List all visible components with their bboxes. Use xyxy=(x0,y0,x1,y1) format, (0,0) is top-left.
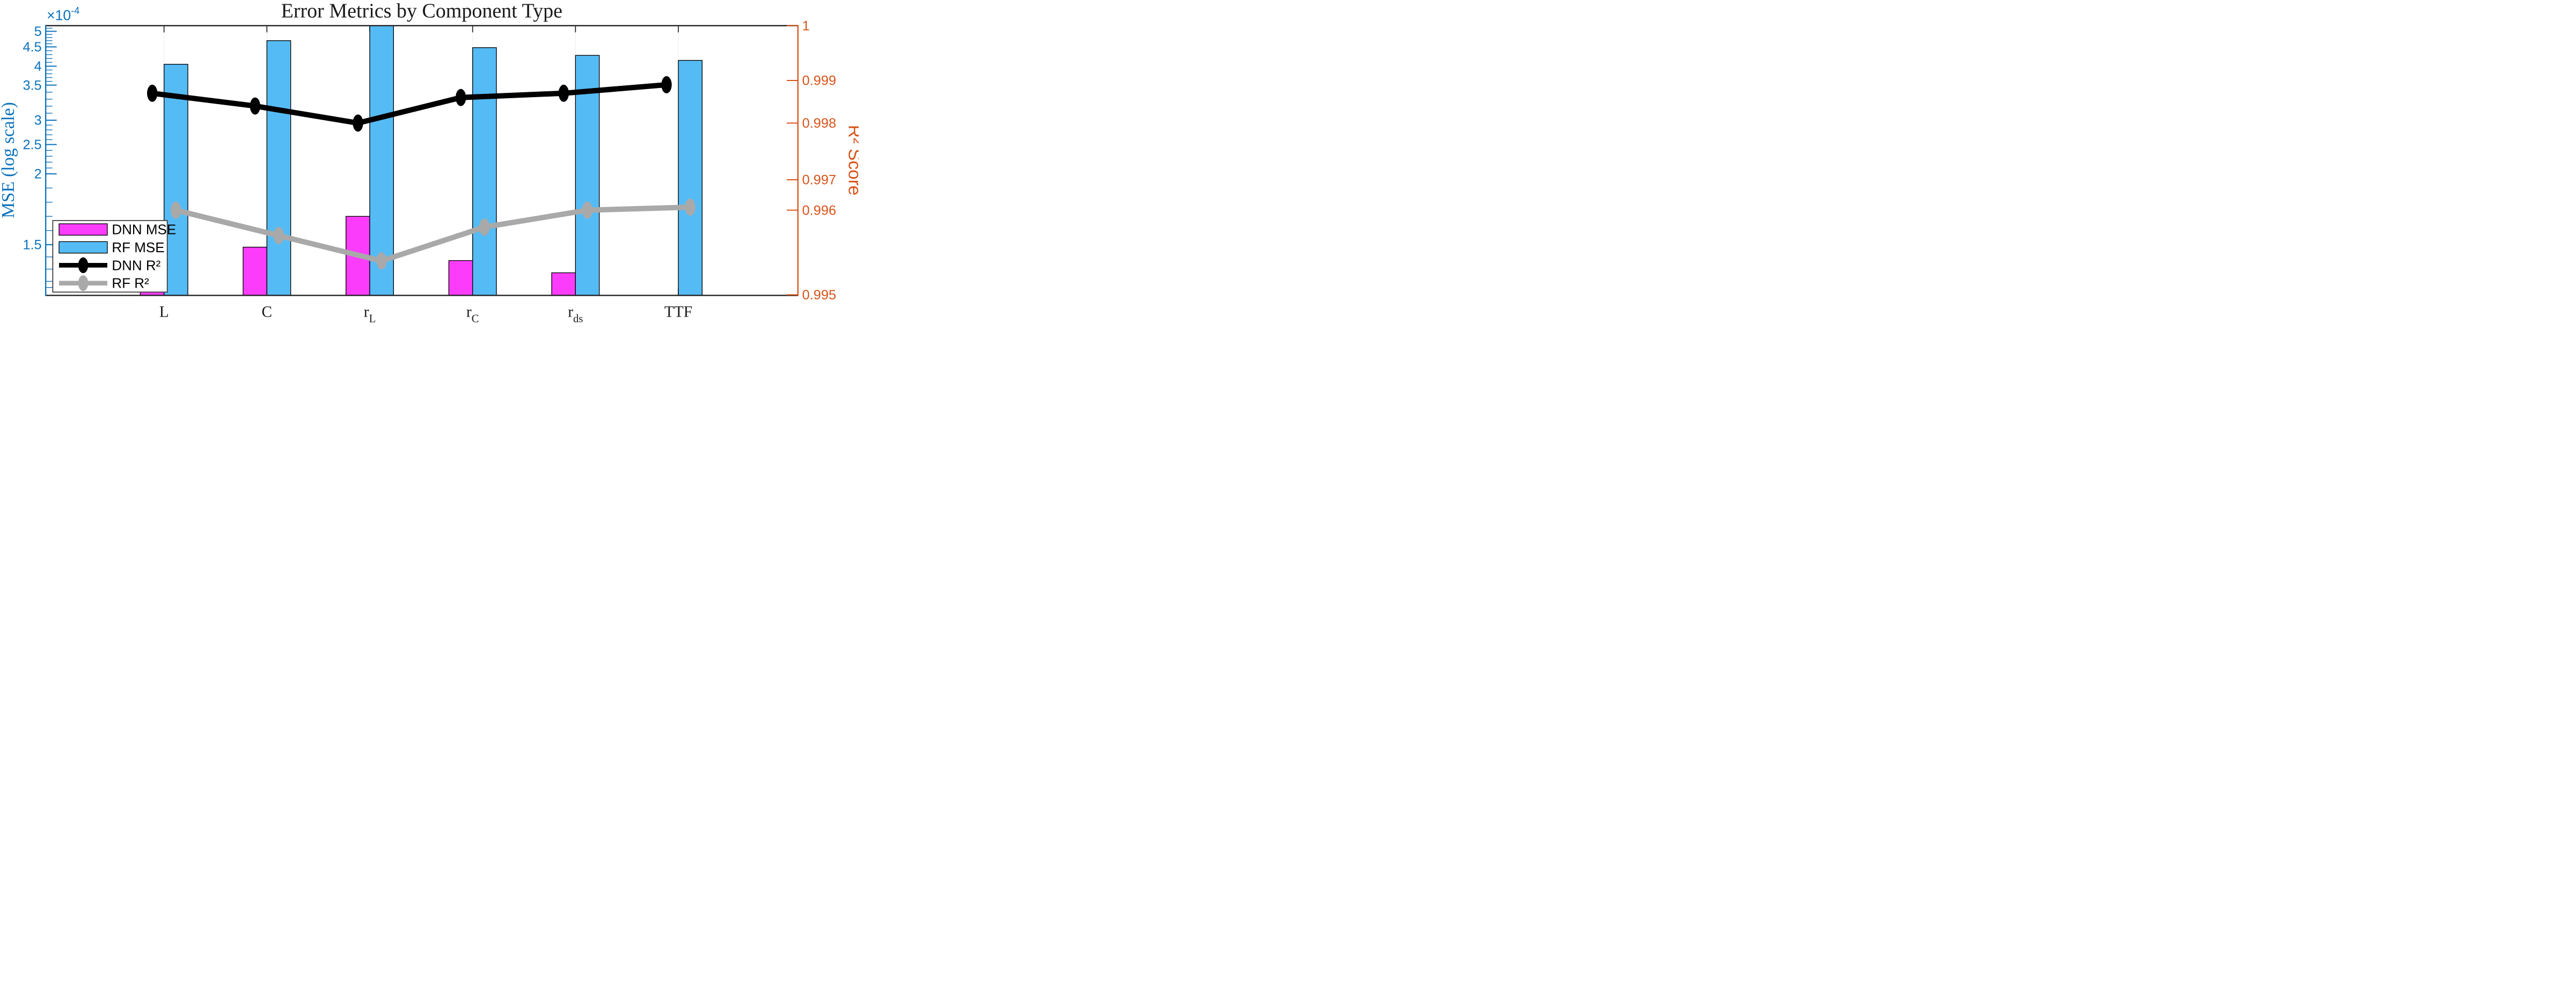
line-dnn-r2-marker xyxy=(147,84,158,102)
line-rf-r2-marker xyxy=(376,252,387,270)
y-axis-right-title: R² Score xyxy=(845,125,859,196)
line-dnn-r2-marker xyxy=(250,97,260,115)
y-axis-left-title: MSE (log scale) xyxy=(0,102,18,218)
x-category-label: rds xyxy=(568,304,583,325)
legend-swatch-marker xyxy=(78,275,89,291)
right-tick-label: 1 xyxy=(802,18,810,33)
left-tick-label: 2.5 xyxy=(23,137,41,152)
top-spine xyxy=(45,25,799,26)
y-axis-left: 54.5 4 3.5 3 2.5 2 1.5 ×10-4 xyxy=(23,5,79,288)
line-rf-r2-marker xyxy=(582,201,592,219)
bars-layer xyxy=(140,25,702,296)
right-tick-label: 0.997 xyxy=(802,173,836,188)
bar-rf-mse xyxy=(575,55,600,296)
bar-rf-mse xyxy=(164,64,188,296)
left-spine xyxy=(45,25,47,296)
line-rf-r2-marker xyxy=(479,218,490,236)
line-dnn-r2-marker xyxy=(353,114,363,132)
y-axis-right: 1 0.999 0.998 0.997 0.996 0.995 xyxy=(787,18,836,303)
left-axis-offset-label: ×10-4 xyxy=(47,5,79,23)
left-tick-label: 2 xyxy=(34,167,42,182)
legend-swatch-marker xyxy=(78,257,89,273)
x-category-label: C xyxy=(262,304,273,321)
left-tick-label: 1.5 xyxy=(23,238,41,253)
x-category-label: rL xyxy=(364,304,376,325)
right-tick-label: 0.996 xyxy=(802,203,836,218)
legend-label: DNN R² xyxy=(112,257,160,273)
line-rf-r2-marker xyxy=(273,226,284,244)
bar-dnn-mse xyxy=(551,272,576,296)
x-category-label: TTF xyxy=(664,304,692,321)
bar-dnn-mse xyxy=(243,246,267,296)
bottom-spine xyxy=(45,295,799,296)
line-dnn-r2-marker xyxy=(456,89,466,106)
bar-dnn-mse xyxy=(448,260,473,296)
legend-label: RF R² xyxy=(112,275,149,291)
x-category-label: rC xyxy=(466,304,479,325)
line-rf-r2-path xyxy=(173,204,693,264)
right-tick-label: 0.999 xyxy=(802,74,836,89)
left-tick-label: 3 xyxy=(34,113,42,128)
right-tick-label: 0.995 xyxy=(802,288,836,303)
line-rf-r2 xyxy=(171,199,696,270)
line-dnn-r2-marker xyxy=(661,76,672,93)
left-tick-label: 3.5 xyxy=(23,78,41,93)
line-rf-r2-marker xyxy=(171,201,181,219)
line-dnn-r2-path xyxy=(149,82,669,126)
bar-rf-mse xyxy=(678,60,702,296)
figure: 5 4.5 4 3.5 3 2.5 2 1.5 ×10-4 1 0.999 0.998 0.997 0.9… xyxy=(0,0,859,327)
legend-label: DNN MSE xyxy=(112,222,176,238)
right-tick-label: 0.998 xyxy=(802,116,836,131)
legend-label: RF MSE xyxy=(112,239,164,255)
chart-title: Error Metrics by Component Type xyxy=(281,0,562,23)
line-dnn-r2-marker xyxy=(558,84,569,102)
line-dnn-r2 xyxy=(147,76,672,132)
left-tick-label: 4.5 xyxy=(23,40,41,55)
legend-swatch-bar xyxy=(58,241,108,254)
x-category-label: L xyxy=(159,304,169,321)
left-tick-label: 4 xyxy=(34,59,42,74)
bar-rf-mse xyxy=(369,25,394,296)
bar-rf-mse xyxy=(472,47,497,296)
right-spine xyxy=(797,25,799,296)
bar-rf-mse xyxy=(266,40,291,296)
chart-svg: 54.5 4 3.5 3 2.5 2 1.5 ×10-4 1 0.999 0.998 0.997 0.9… xyxy=(0,0,859,327)
legend-swatch-bar xyxy=(58,223,108,236)
line-rf-r2-marker xyxy=(685,199,696,216)
left-tick-label: 5 xyxy=(34,24,42,39)
